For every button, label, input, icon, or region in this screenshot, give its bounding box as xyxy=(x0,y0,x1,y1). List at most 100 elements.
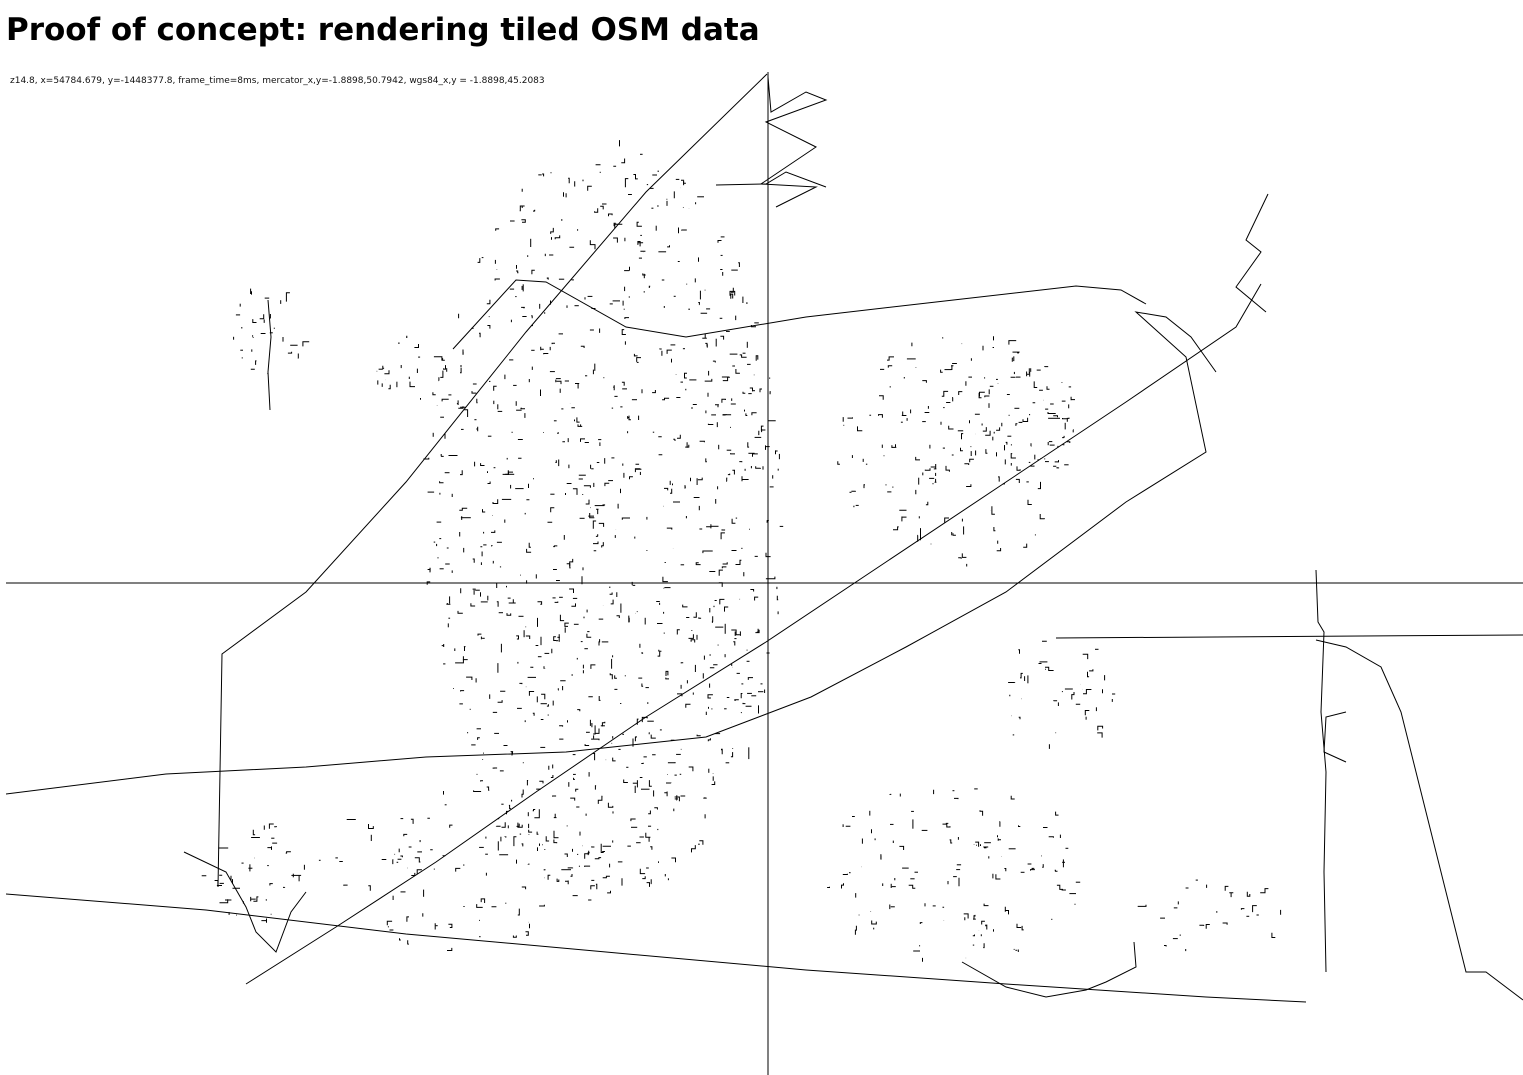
feature-upper-line xyxy=(452,279,1147,350)
map-way-fragment xyxy=(1015,478,1020,483)
map-way-fragment xyxy=(598,639,601,646)
map-way-fragment xyxy=(1046,386,1050,390)
map-way-fragment xyxy=(1015,423,1018,426)
map-way-fragment xyxy=(466,676,473,680)
map-way-fragment xyxy=(755,629,760,634)
map-way-fragment xyxy=(995,874,1001,880)
map-way-fragment xyxy=(616,615,620,618)
map-way-fragment xyxy=(568,177,570,184)
map-way-fragment xyxy=(769,391,771,395)
map-way-fragment xyxy=(1010,795,1015,800)
map-way-fragment xyxy=(738,262,740,267)
map-way-fragment xyxy=(984,395,990,398)
map-way-fragment xyxy=(621,158,626,164)
map-way-fragment xyxy=(496,601,499,607)
map-way-fragment xyxy=(534,809,540,819)
feature-southeast-vertical xyxy=(1315,569,1327,973)
map-way-fragment xyxy=(528,691,535,696)
map-way-fragment xyxy=(1010,453,1016,459)
map-way-fragment xyxy=(591,738,600,741)
map-way-fragment xyxy=(735,559,742,565)
map-way-fragment xyxy=(963,913,969,919)
map-way-fragment xyxy=(550,775,554,778)
map-way-fragment xyxy=(613,385,615,391)
map-way-fragment xyxy=(457,610,463,614)
map-way-fragment xyxy=(942,822,949,825)
map-way-fragment xyxy=(749,387,753,392)
map-way-fragment xyxy=(721,529,726,531)
map-way-fragment xyxy=(584,850,590,859)
map-way-fragment xyxy=(501,822,506,828)
page-title: Proof of concept: rendering tiled OSM da… xyxy=(6,12,760,48)
map-way-fragment xyxy=(993,527,996,532)
map-way-fragment xyxy=(472,558,475,563)
map-way-fragment xyxy=(685,703,691,708)
map-way-fragment xyxy=(554,235,561,240)
map-way-fragment xyxy=(1033,381,1038,388)
map-way-fragment xyxy=(593,725,596,735)
map-way-fragment xyxy=(730,293,734,299)
map-way-fragment xyxy=(724,606,729,612)
map-way-fragment xyxy=(1246,891,1251,897)
map-way-fragment xyxy=(707,738,711,742)
map-way-fragment xyxy=(695,562,701,566)
map-way-fragment xyxy=(982,427,987,432)
map-way-fragment xyxy=(1089,669,1094,672)
map-way-fragment xyxy=(1018,716,1021,720)
map-way-fragment xyxy=(388,384,391,390)
map-way-fragment xyxy=(521,219,526,223)
map-way-fragment xyxy=(983,903,989,907)
map-way-fragment xyxy=(756,628,759,633)
map-way-fragment xyxy=(554,601,559,603)
map-way-fragment xyxy=(553,636,557,641)
map-way-fragment xyxy=(587,185,592,191)
map-way-fragment xyxy=(555,378,561,380)
map-way-fragment xyxy=(1137,904,1147,907)
map-way-fragment xyxy=(455,867,461,872)
map-way-fragment xyxy=(1055,811,1059,816)
map-way-fragment xyxy=(440,454,444,457)
map-canvas[interactable]: z14.8, x=54784.679, y=-1448377.8, frame_… xyxy=(6,72,1523,1075)
map-way-fragment xyxy=(666,349,672,354)
map-way-fragment xyxy=(525,635,531,639)
map-way-fragment xyxy=(253,896,259,902)
map-way-fragment xyxy=(439,481,444,484)
map-way-fragment xyxy=(705,342,708,347)
map-way-fragment xyxy=(589,240,596,250)
map-way-fragment xyxy=(952,533,956,536)
map-way-fragment xyxy=(1005,910,1009,915)
map-way-fragment xyxy=(539,780,544,784)
map-way-fragment xyxy=(1011,357,1013,362)
map-way-fragment xyxy=(949,839,953,844)
map-way-fragment xyxy=(487,481,491,484)
map-way-fragment xyxy=(386,920,393,926)
map-way-fragment xyxy=(530,666,534,668)
map-way-fragment xyxy=(760,425,764,431)
map-way-fragment xyxy=(414,857,421,863)
map-way-fragment xyxy=(593,541,599,545)
map-way-fragment xyxy=(562,441,565,443)
map-way-fragment xyxy=(593,753,596,761)
map-way-fragment xyxy=(399,938,401,941)
map-way-fragment xyxy=(368,824,374,829)
map-way-fragment xyxy=(1240,908,1245,910)
map-way-fragment xyxy=(595,883,598,890)
map-way-fragment xyxy=(664,791,668,797)
map-way-fragment xyxy=(699,840,704,845)
map-way-fragment xyxy=(590,885,595,890)
map-way-fragment xyxy=(558,333,563,335)
map-way-fragment xyxy=(636,357,641,362)
map-way-fragment xyxy=(613,222,617,227)
map-way-fragment xyxy=(584,865,591,867)
map-way-fragment xyxy=(476,398,478,404)
map-way-fragment xyxy=(1023,543,1028,548)
map-way-fragment xyxy=(645,832,651,838)
map-way-fragment xyxy=(1030,869,1035,871)
map-way-fragment xyxy=(480,780,483,782)
map-way-fragment xyxy=(612,757,616,762)
map-way-fragment xyxy=(639,868,646,875)
map-way-fragment xyxy=(1224,885,1229,891)
map-way-fragment xyxy=(985,430,991,436)
map-way-fragment xyxy=(665,677,669,680)
map-way-fragment xyxy=(996,427,1001,431)
